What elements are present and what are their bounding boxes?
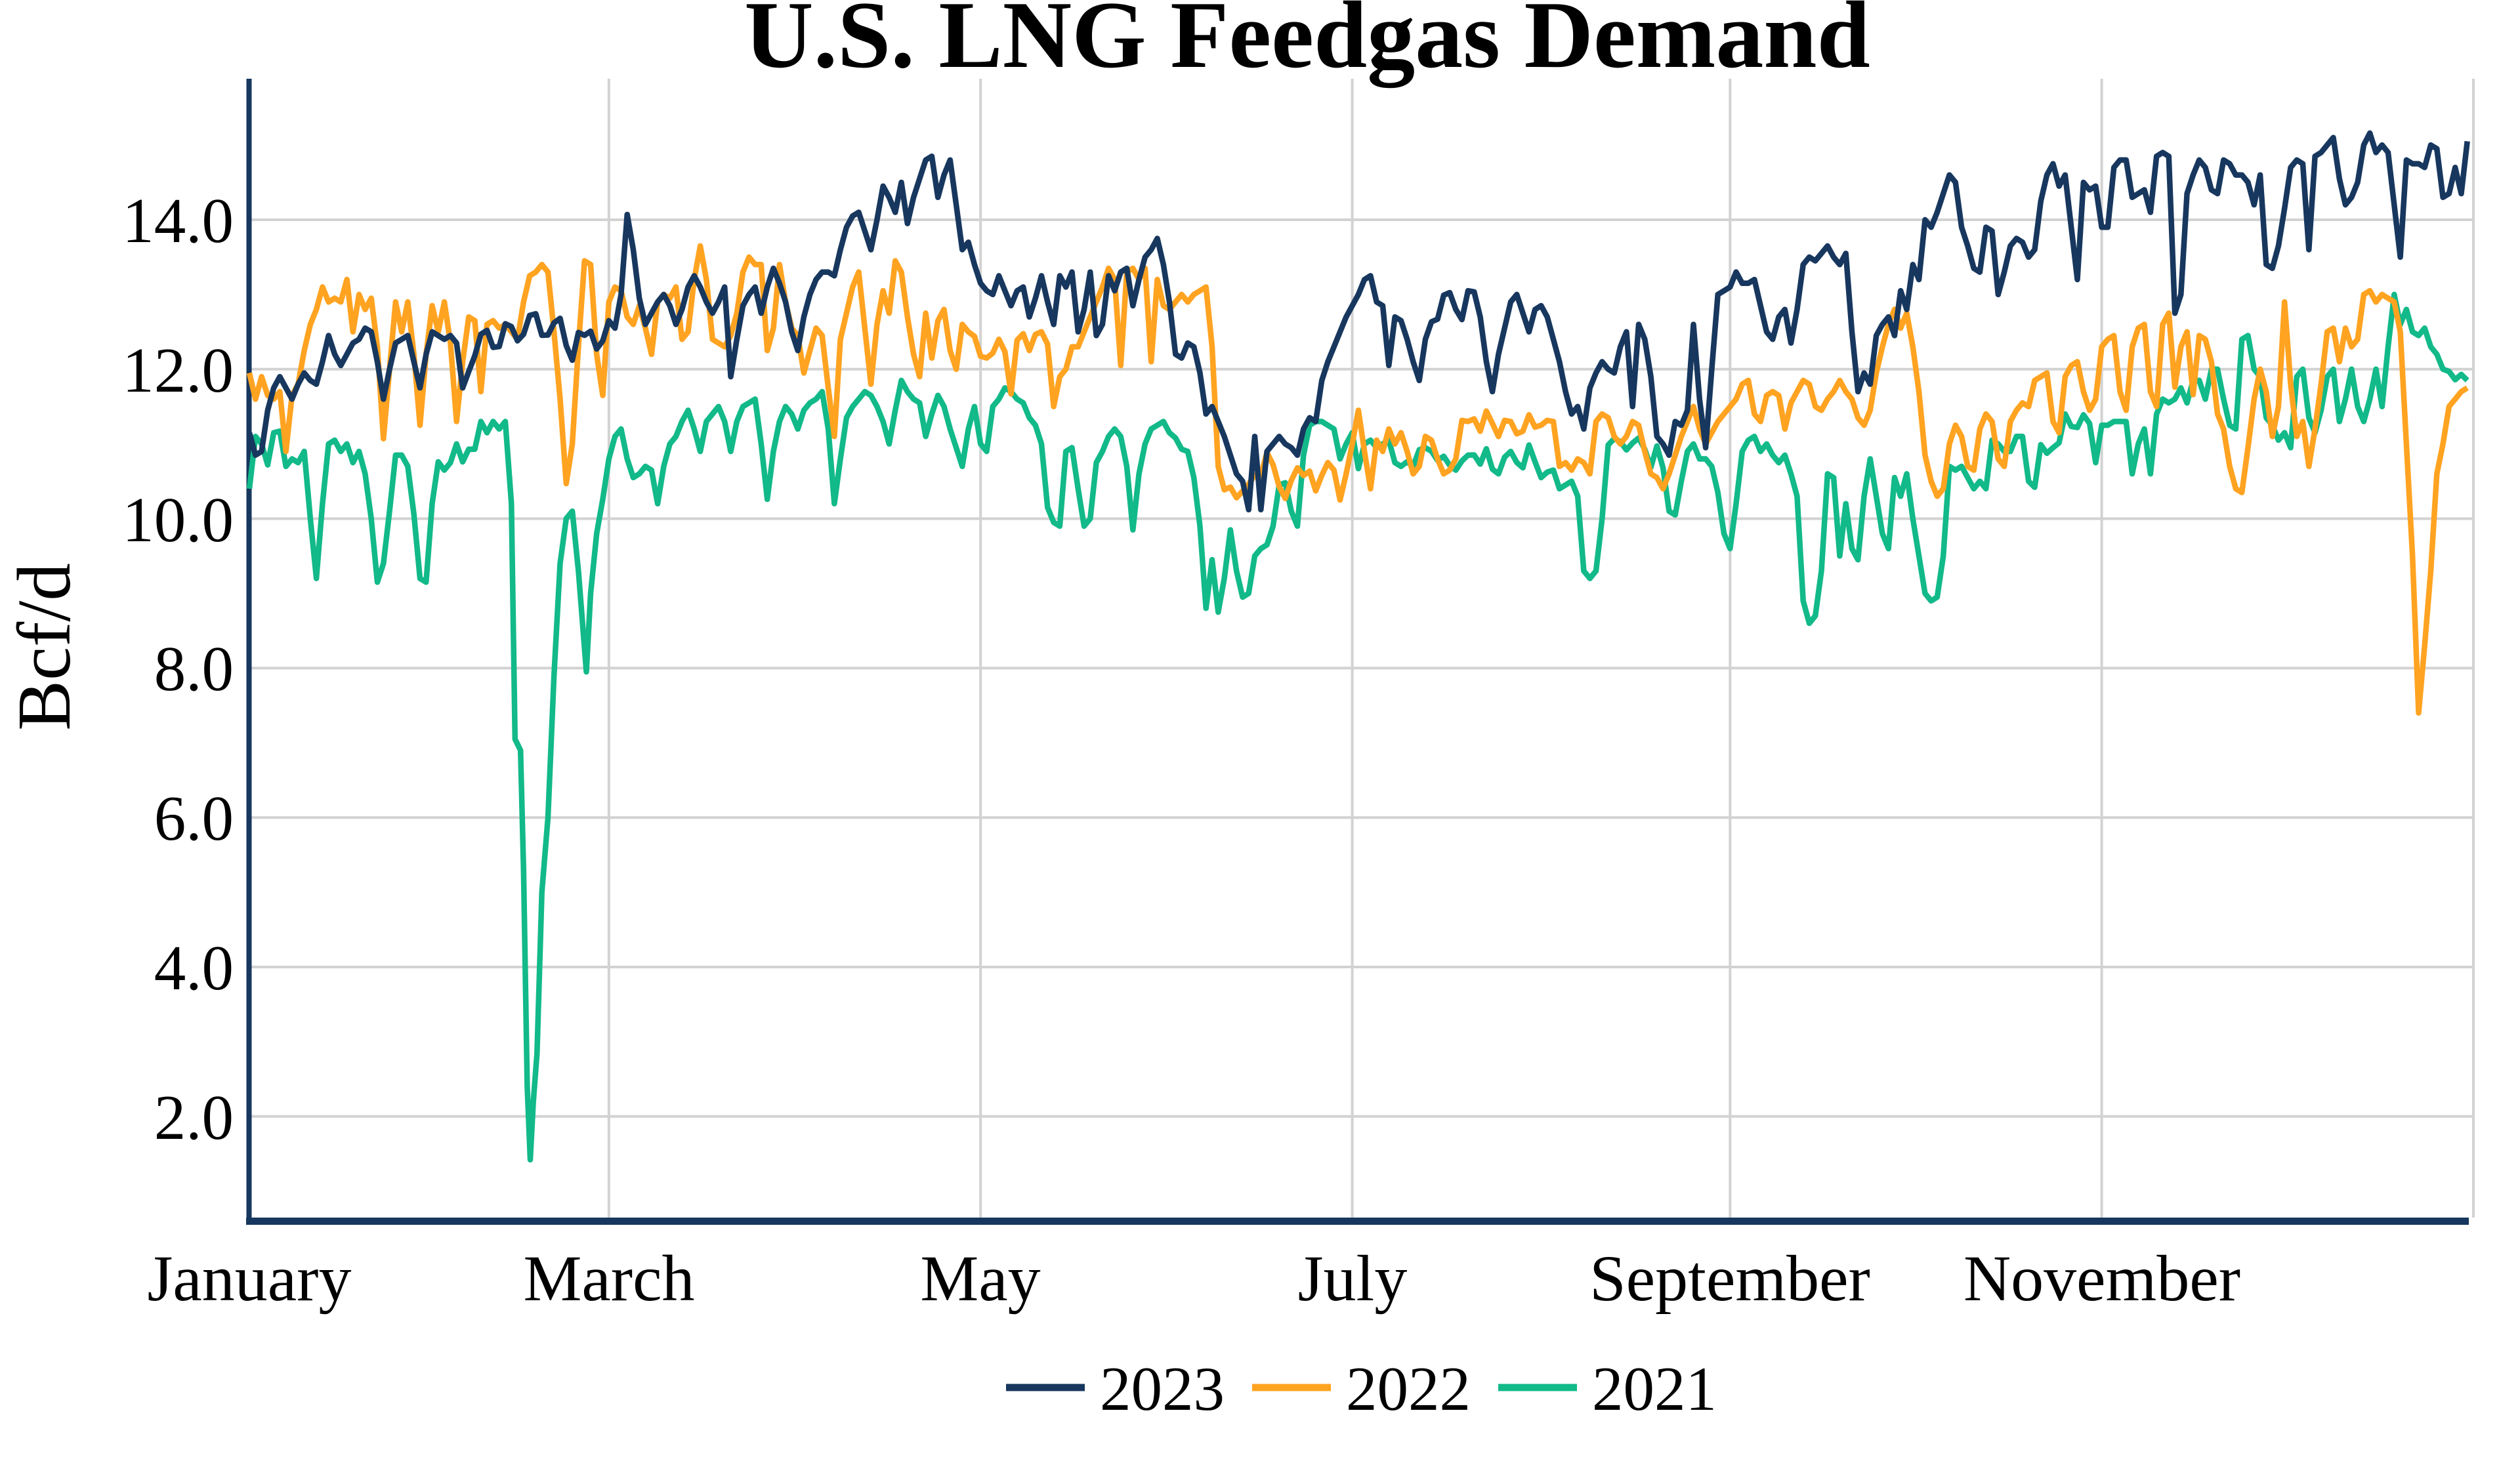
svg-text:2023: 2023	[1100, 1354, 1225, 1424]
svg-text:10.0: 10.0	[122, 485, 234, 555]
svg-text:September: September	[1589, 1242, 1870, 1315]
svg-text:November: November	[1964, 1242, 2240, 1315]
svg-text:14.0: 14.0	[122, 186, 234, 256]
svg-text:4.0: 4.0	[154, 933, 234, 1003]
svg-text:2.0: 2.0	[154, 1082, 234, 1153]
svg-text:U.S. LNG Feedgas Demand: U.S. LNG Feedgas Demand	[744, 0, 1870, 88]
svg-text:2021: 2021	[1592, 1354, 1717, 1424]
svg-text:12.0: 12.0	[122, 335, 234, 405]
svg-text:Bcf/d: Bcf/d	[3, 563, 86, 731]
svg-text:6.0: 6.0	[154, 783, 234, 853]
svg-text:March: March	[524, 1242, 695, 1315]
svg-text:July: July	[1298, 1242, 1408, 1315]
svg-text:2022: 2022	[1346, 1354, 1471, 1424]
svg-text:May: May	[920, 1242, 1040, 1315]
svg-text:8.0: 8.0	[154, 634, 234, 704]
svg-text:January: January	[148, 1242, 352, 1315]
